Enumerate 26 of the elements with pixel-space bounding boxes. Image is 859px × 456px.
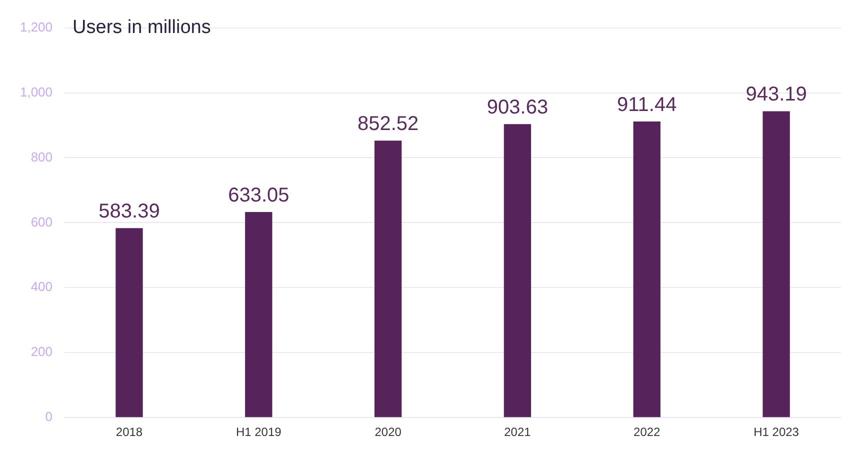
x-tick-label: 2020 — [374, 425, 402, 440]
x-tick-label: 2018 — [116, 425, 143, 440]
x-tick-label: 2022 — [634, 425, 661, 440]
y-tick-label: 800 — [30, 149, 53, 164]
y-tick-label: 1,000 — [20, 84, 53, 100]
data-label: 903.63 — [486, 96, 548, 119]
bar — [116, 228, 143, 418]
data-label: 911.44 — [617, 94, 677, 116]
bar — [504, 124, 532, 418]
y-tick-label: 200 — [30, 344, 53, 360]
x-tick-label: 2021 — [504, 425, 532, 440]
x-tick-label: H1 2023 — [754, 425, 800, 440]
y-tick-label: 0 — [45, 409, 53, 424]
data-label: 633.05 — [228, 184, 290, 206]
y-tick-label: 400 — [30, 279, 53, 294]
data-label: 852.52 — [357, 113, 419, 136]
bar — [633, 122, 660, 418]
y-tick-label: 600 — [30, 214, 53, 230]
y-tick-label: 1,200 — [20, 19, 53, 34]
x-tick-label: H1 2019 — [236, 425, 282, 440]
data-label: 583.39 — [98, 200, 160, 223]
chart-title: Users in millions — [72, 17, 211, 38]
bar — [762, 111, 790, 418]
bar — [245, 212, 272, 418]
bar — [374, 140, 402, 418]
data-label: 943.19 — [746, 84, 807, 106]
